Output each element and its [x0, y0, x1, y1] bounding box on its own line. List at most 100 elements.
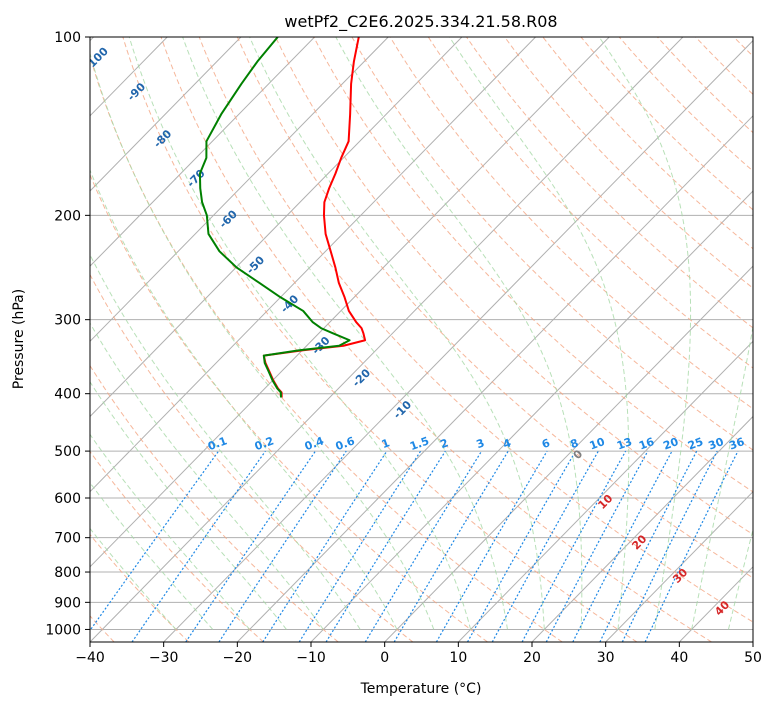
- dewpoint-profile: [198, 37, 351, 398]
- x-tick-label: −20: [223, 650, 253, 666]
- dry-adiabat: [351, 37, 753, 451]
- isotherm-line: [310, 190, 753, 642]
- dry-adiabat: [90, 273, 414, 642]
- mixing-ratio-lines: [90, 450, 739, 642]
- dry-adiabat: [90, 173, 488, 642]
- dry-adiabat: [198, 37, 753, 623]
- mixing-ratio-label: 0.4: [303, 434, 326, 453]
- x-tick-label: −10: [296, 650, 326, 666]
- dry-adiabat: [275, 37, 753, 536]
- mixing-ratio-line: [325, 450, 446, 642]
- moist-adiabat: [449, 37, 630, 630]
- y-tick-label: 900: [54, 595, 81, 611]
- pressure-grid-lines: [90, 37, 753, 630]
- mixing-ratio-line: [298, 450, 422, 642]
- dry-adiabat: [90, 533, 190, 642]
- mixing-ratio-line: [262, 450, 388, 642]
- mixing-ratio-line: [218, 450, 347, 642]
- mixing-ratio-label: 2: [438, 436, 450, 451]
- mixing-ratio-label: 8: [569, 436, 581, 451]
- mixing-ratio-label: 20: [661, 435, 680, 453]
- plot-frame: [89, 36, 754, 643]
- x-tick-label: −30: [149, 650, 179, 666]
- moist-adiabat: [727, 527, 753, 630]
- isotherm-line: [531, 415, 753, 642]
- plot-background: [90, 37, 753, 642]
- y-tick-label: 700: [54, 531, 81, 547]
- y-tick-label: 200: [54, 208, 81, 224]
- moist-adiabat: [90, 51, 435, 630]
- mixing-ratio-label: 1.5: [408, 434, 431, 453]
- dry-adiabat: [90, 364, 339, 642]
- mixing-ratio-line: [90, 450, 220, 632]
- moist-adiabat: [90, 482, 214, 630]
- mixing-ratio-line: [435, 450, 548, 642]
- isotherm-line: [457, 340, 753, 642]
- moist-adiabat: [90, 433, 251, 630]
- mixing-ratio-line: [466, 450, 577, 642]
- x-tick-label: 30: [597, 650, 615, 666]
- plot-border: [89, 36, 754, 643]
- dry-adiabat: [90, 54, 563, 642]
- moist-adiabat: [598, 37, 692, 630]
- mixing-ratio-label: 16: [637, 435, 656, 453]
- dry-adiabat: [759, 24, 775, 642]
- y-tick-label: 1000: [45, 622, 81, 638]
- mixing-ratio-label: 13: [615, 435, 634, 452]
- chart-title: wetPf2_C2E6.2025.334.21.58.R08: [284, 12, 557, 32]
- mixing-ratio-label: 4: [501, 436, 513, 451]
- mixing-ratio-label: 25: [686, 435, 705, 452]
- y-tick-label: 300: [54, 313, 81, 329]
- mixing-ratio-line: [599, 450, 698, 642]
- x-axis-label: Temperature (°C): [360, 681, 482, 697]
- mixing-ratio-line: [545, 450, 649, 642]
- y-tick-label: 100: [54, 30, 81, 46]
- moist-adiabat: [90, 380, 287, 630]
- mixing-ratio-label: 10: [588, 435, 607, 453]
- moist-adiabat: [691, 324, 753, 630]
- mixing-ratio-label: 0.1: [206, 434, 229, 453]
- y-axis-label: Pressure (hPa): [11, 289, 27, 389]
- mixing-ratio-line: [131, 450, 266, 642]
- x-tick-label: 20: [523, 650, 541, 666]
- moist-adiabat: [90, 168, 398, 630]
- y-axis-ticks: 100 200 300 400 500 600 700 800 900 1000: [45, 30, 90, 638]
- x-tick-label: 10: [449, 650, 467, 666]
- isotherm-line: [90, 37, 315, 267]
- y-tick-label: 500: [54, 444, 81, 460]
- x-tick-label: −40: [75, 650, 105, 666]
- mixing-ratio-label: 3: [475, 436, 487, 451]
- isotherm-line: [752, 641, 753, 642]
- mixing-ratio-line: [185, 450, 316, 642]
- y-tick-label: 600: [54, 491, 81, 507]
- isotherm-line: [90, 37, 610, 568]
- moist-adiabat: [335, 37, 583, 630]
- mixing-ratio-label: 0.6: [334, 434, 357, 453]
- y-tick-label: 400: [54, 387, 81, 403]
- dry-adiabat: [122, 37, 638, 642]
- mixing-ratio-label: 0.2: [253, 434, 276, 453]
- dry-adiabat-lines: [90, 24, 775, 642]
- isotherm-line: [236, 115, 753, 642]
- moist-adiabat: [249, 37, 545, 630]
- mixing-ratio-label: 1: [380, 436, 392, 451]
- dry-adiabat: [313, 37, 753, 493]
- mixing-ratio-line: [364, 450, 483, 642]
- x-tick-label: 40: [670, 650, 688, 666]
- moist-adiabat: [90, 253, 361, 630]
- isotherm-line: [90, 37, 536, 493]
- dry-adiabat: [160, 37, 712, 642]
- mixing-ratio-label: 6: [540, 436, 552, 451]
- x-tick-label: 0: [380, 650, 389, 666]
- plot-area: [90, 37, 753, 642]
- isotherm-line: [90, 37, 684, 642]
- isotherm-line: [605, 490, 753, 642]
- moist-adiabat: [90, 527, 177, 630]
- isotherm-line: [90, 37, 463, 418]
- profile-series: [198, 37, 367, 398]
- x-tick-label: 50: [744, 650, 762, 666]
- y-tick-label: 800: [54, 565, 81, 581]
- mixing-ratio-label: 30: [707, 435, 726, 453]
- dry-adiabat: [236, 37, 753, 579]
